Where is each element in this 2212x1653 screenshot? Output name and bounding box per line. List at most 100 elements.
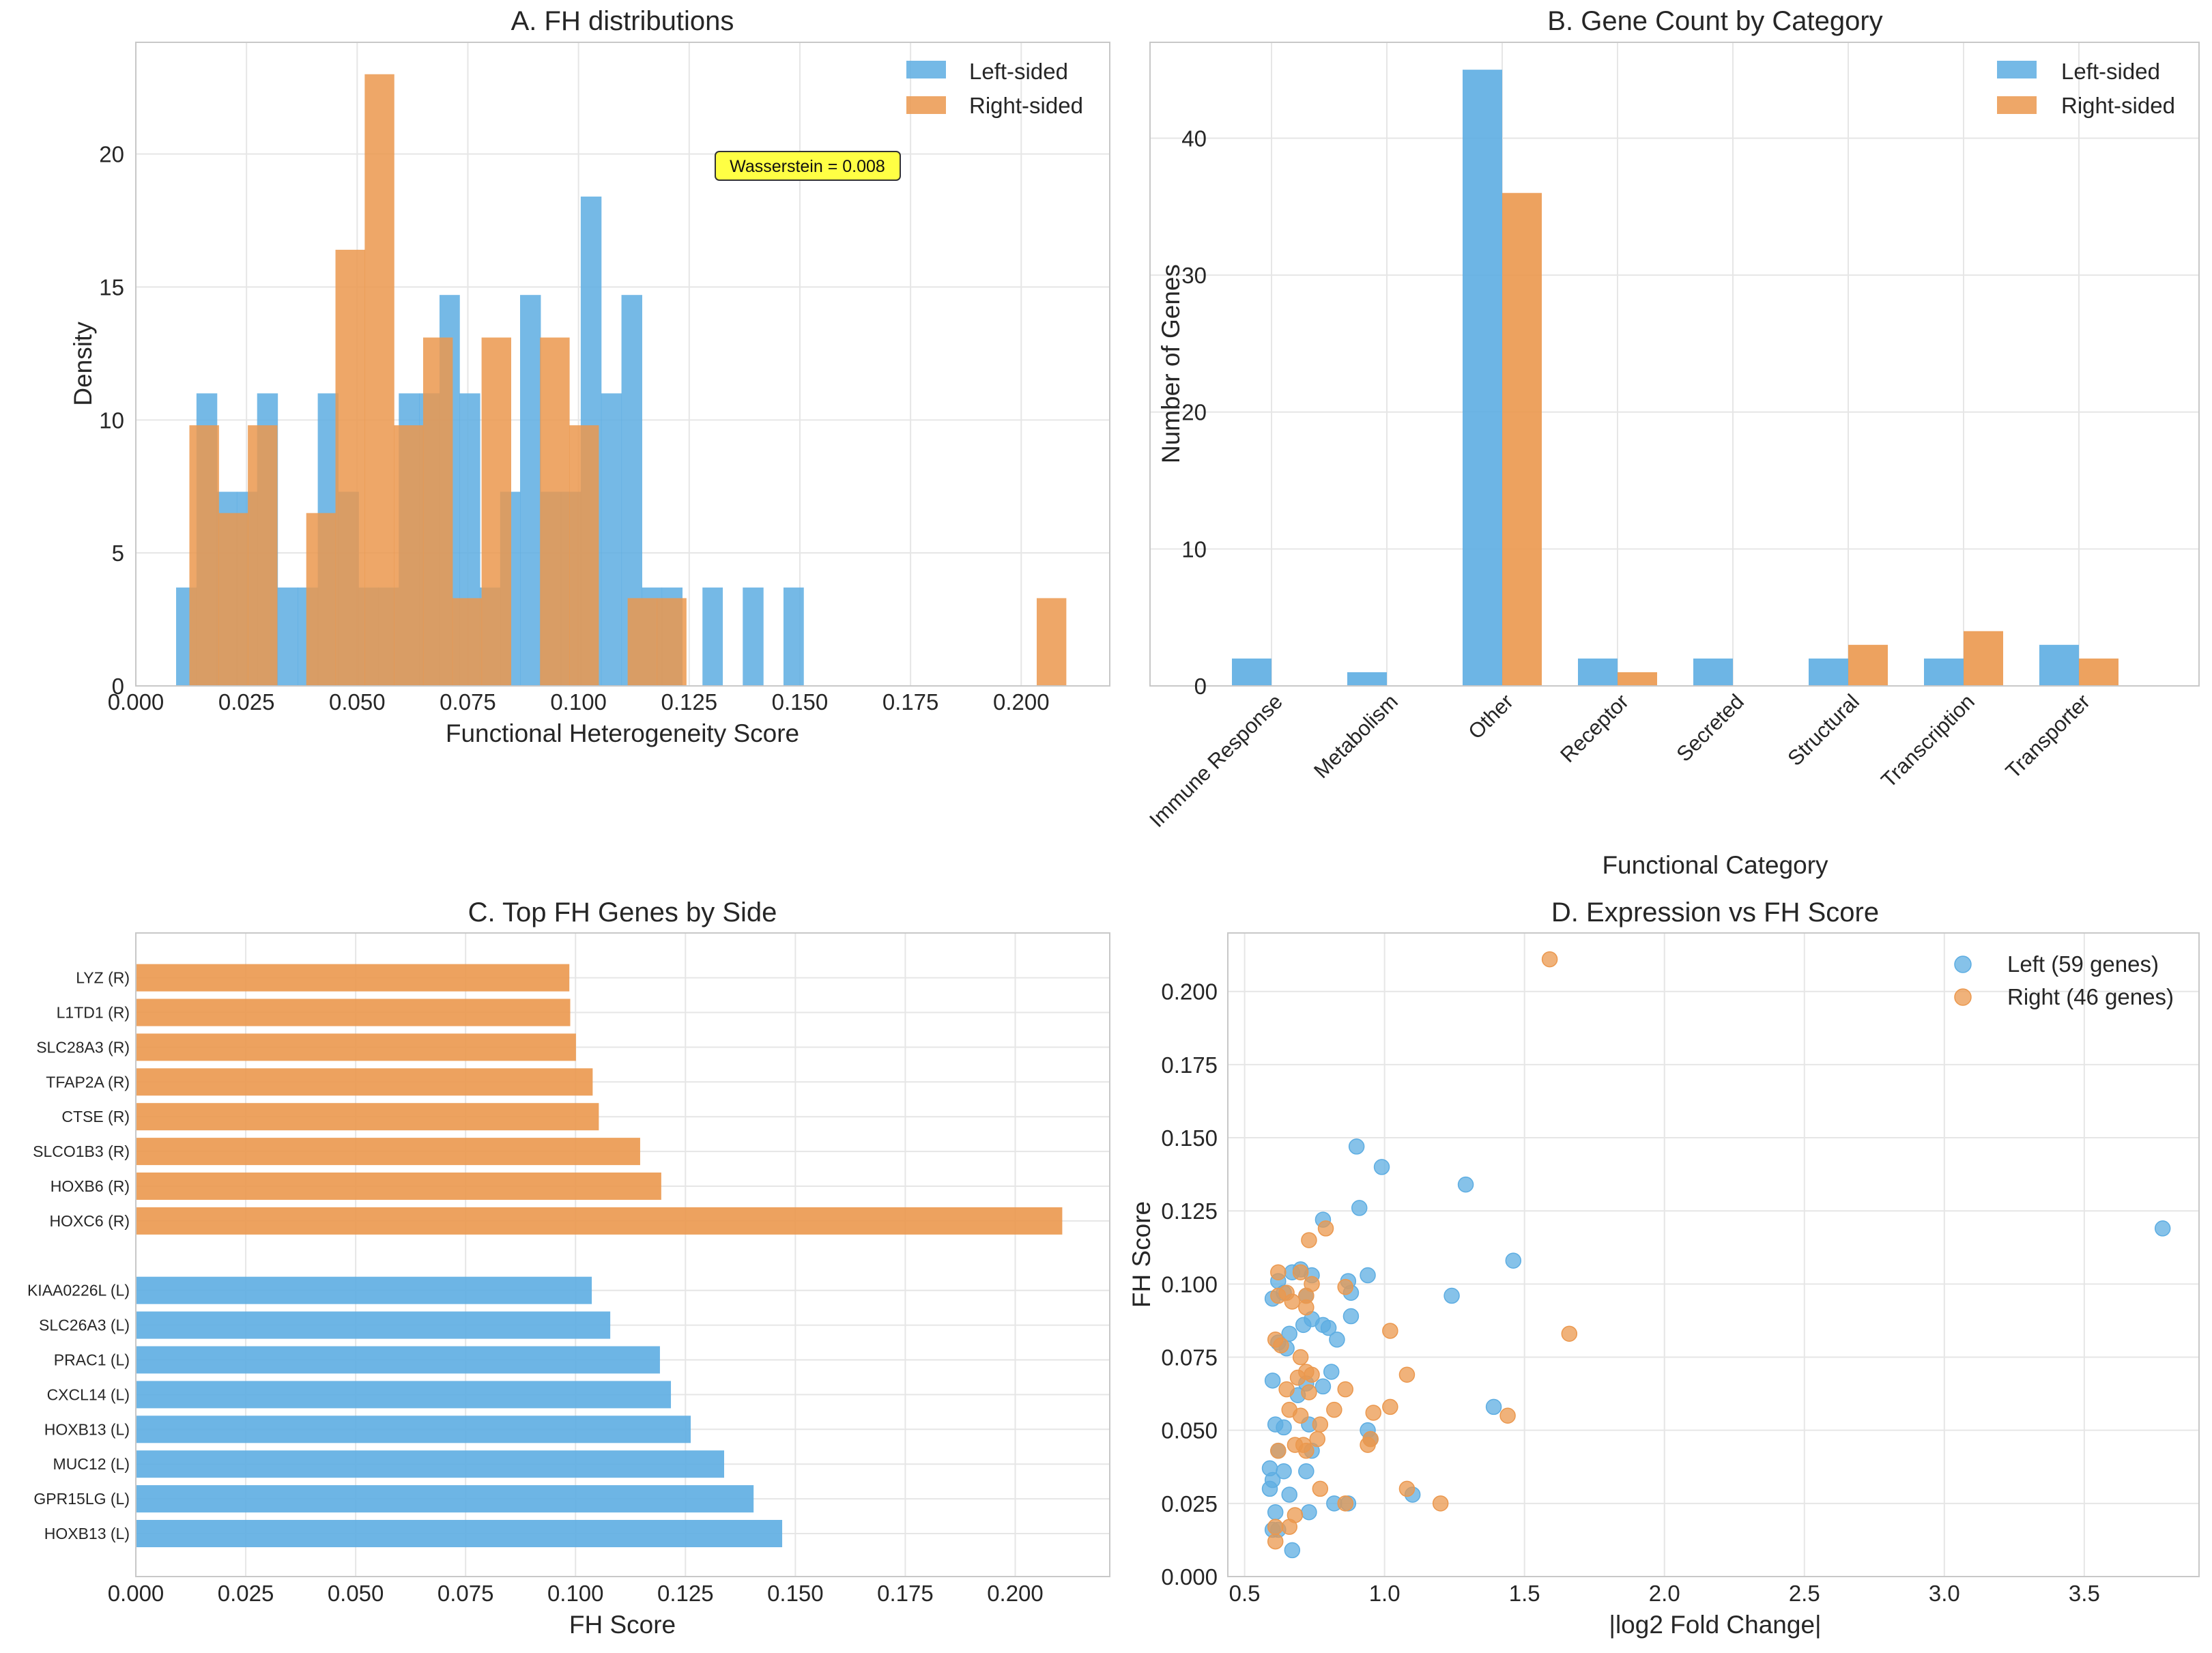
point-right xyxy=(1267,1533,1284,1550)
gene-bar-2 xyxy=(136,1485,754,1513)
legend-label-left: Left-sided xyxy=(969,59,1068,84)
gene-bar-1 xyxy=(136,1520,783,1547)
bar-left-7 xyxy=(2039,644,2079,686)
x-tick-label: 0.150 xyxy=(767,1581,824,1606)
point-right xyxy=(1499,1407,1516,1424)
y-tick-label: 20 xyxy=(1181,400,1207,425)
gene-bar-5 xyxy=(136,1381,672,1409)
bar-left-1 xyxy=(1347,672,1387,686)
y-tick-label: 0.200 xyxy=(1161,979,1218,1005)
panel-d-title: D. Expression vs FH Score xyxy=(1551,897,1879,928)
x-tick-label: 0.125 xyxy=(661,689,717,715)
panel-b-legend: Left-sided Right-sided xyxy=(1997,59,2175,118)
x-tick-label: 0.050 xyxy=(328,1581,384,1606)
x-tick-label: 0.200 xyxy=(987,1581,1044,1606)
point-right xyxy=(1267,1519,1284,1535)
annotation-text: Wasserstein = 0.008 xyxy=(730,157,885,176)
x-tick-label: 0.100 xyxy=(547,1581,604,1606)
bar-right-3 xyxy=(1618,672,1657,686)
y-tick-label: 5 xyxy=(112,541,124,566)
point-right xyxy=(1298,1442,1315,1459)
point-left xyxy=(1295,1317,1312,1334)
y-tick-label: 20 xyxy=(99,142,124,167)
hist-bar-right xyxy=(364,74,394,687)
x-tick-label: 3.5 xyxy=(2069,1581,2100,1606)
point-right xyxy=(1289,1369,1306,1386)
point-left xyxy=(1443,1287,1460,1304)
gene-label: SLC26A3 (L) xyxy=(39,1317,130,1334)
point-right xyxy=(1337,1381,1353,1398)
x-tick-label: 2.5 xyxy=(1789,1581,1820,1606)
gene-label: LYZ (R) xyxy=(76,969,130,987)
gene-bar-13 xyxy=(136,1068,593,1096)
point-left xyxy=(1281,1486,1297,1503)
bar-left-4 xyxy=(1693,658,1733,686)
panel-d-legend: Left (59 genes) Right (46 genes) xyxy=(1954,951,2174,1009)
point-right xyxy=(1273,1337,1289,1354)
x-tick-label: 0.175 xyxy=(877,1581,934,1606)
bar-left-2 xyxy=(1463,70,1502,686)
point-right xyxy=(1278,1381,1295,1398)
panel-b-frame xyxy=(1149,42,2200,687)
panel-c-xlabel: FH Score xyxy=(569,1611,676,1639)
point-left xyxy=(1485,1398,1502,1415)
legend-swatch-right xyxy=(1997,96,2037,114)
gene-bar-6 xyxy=(136,1346,660,1374)
hist-bar-left xyxy=(702,587,723,686)
x-tick-label: 0.050 xyxy=(329,689,386,715)
point-right xyxy=(1382,1323,1398,1339)
point-right xyxy=(1398,1480,1416,1497)
y-tick-label: 10 xyxy=(99,407,124,433)
point-right xyxy=(1281,1519,1297,1535)
panel-a-frame xyxy=(135,42,1110,687)
hist-bar-right xyxy=(306,513,336,686)
panel-d-frame xyxy=(1227,932,2200,1577)
legend-swatch-left xyxy=(1997,61,2037,78)
point-right xyxy=(1360,1437,1376,1453)
point-left xyxy=(1329,1332,1345,1348)
hist-bar-right xyxy=(627,598,658,686)
gene-label: PRAC1 (L) xyxy=(54,1351,130,1369)
point-right xyxy=(1312,1416,1329,1433)
gene-label: HOXB13 (L) xyxy=(44,1420,130,1438)
point-right xyxy=(1326,1401,1342,1418)
hist-bar-right xyxy=(657,598,687,686)
gene-label: SLCO1B3 (R) xyxy=(33,1142,130,1160)
point-right xyxy=(1292,1407,1309,1424)
x-tick-label: 0.000 xyxy=(108,1581,164,1606)
point-left xyxy=(1267,1504,1284,1521)
y-tick-label: 0.025 xyxy=(1161,1491,1218,1517)
point-right xyxy=(1304,1366,1320,1383)
gene-label: MUC12 (L) xyxy=(53,1455,130,1473)
bar-left-3 xyxy=(1578,658,1618,686)
hist-bar-right xyxy=(452,598,483,686)
wasserstein-annotation: Wasserstein = 0.008 xyxy=(715,151,901,181)
gene-bar-16 xyxy=(136,964,570,992)
x-tick-label: 1.0 xyxy=(1369,1581,1401,1606)
gene-label: HOXC6 (R) xyxy=(49,1212,130,1230)
bar-right-5 xyxy=(1848,644,1888,686)
gene-bar-9 xyxy=(136,1207,1063,1235)
legend-label-right: Right-sided xyxy=(969,93,1083,118)
legend-label-right: Right-sided xyxy=(2061,93,2175,118)
panel-c-frame xyxy=(135,932,1110,1577)
point-left xyxy=(1505,1252,1522,1269)
legend-label-left: Left-sided xyxy=(2061,59,2160,84)
panel-b-xlabel: Functional Category xyxy=(1602,851,1828,879)
point-left xyxy=(1264,1372,1281,1389)
gene-bar-10 xyxy=(136,1173,661,1200)
hist-bar-left xyxy=(520,295,541,687)
gene-bar-11 xyxy=(136,1138,640,1166)
gene-bar-4 xyxy=(136,1415,691,1443)
annotation-box xyxy=(715,151,901,181)
y-tick-label: 0 xyxy=(112,674,124,699)
panel-a-xlabel: Functional Heterogeneity Score xyxy=(446,719,799,747)
hist-bar-right xyxy=(394,425,424,686)
hist-bar-left xyxy=(783,587,804,686)
point-left xyxy=(1315,1378,1332,1395)
y-tick-label: 0.175 xyxy=(1161,1052,1218,1078)
y-tick-label: 30 xyxy=(1181,263,1207,288)
point-left xyxy=(1360,1267,1376,1284)
x-tick-label: 0.025 xyxy=(218,689,275,715)
point-right xyxy=(1309,1431,1325,1448)
